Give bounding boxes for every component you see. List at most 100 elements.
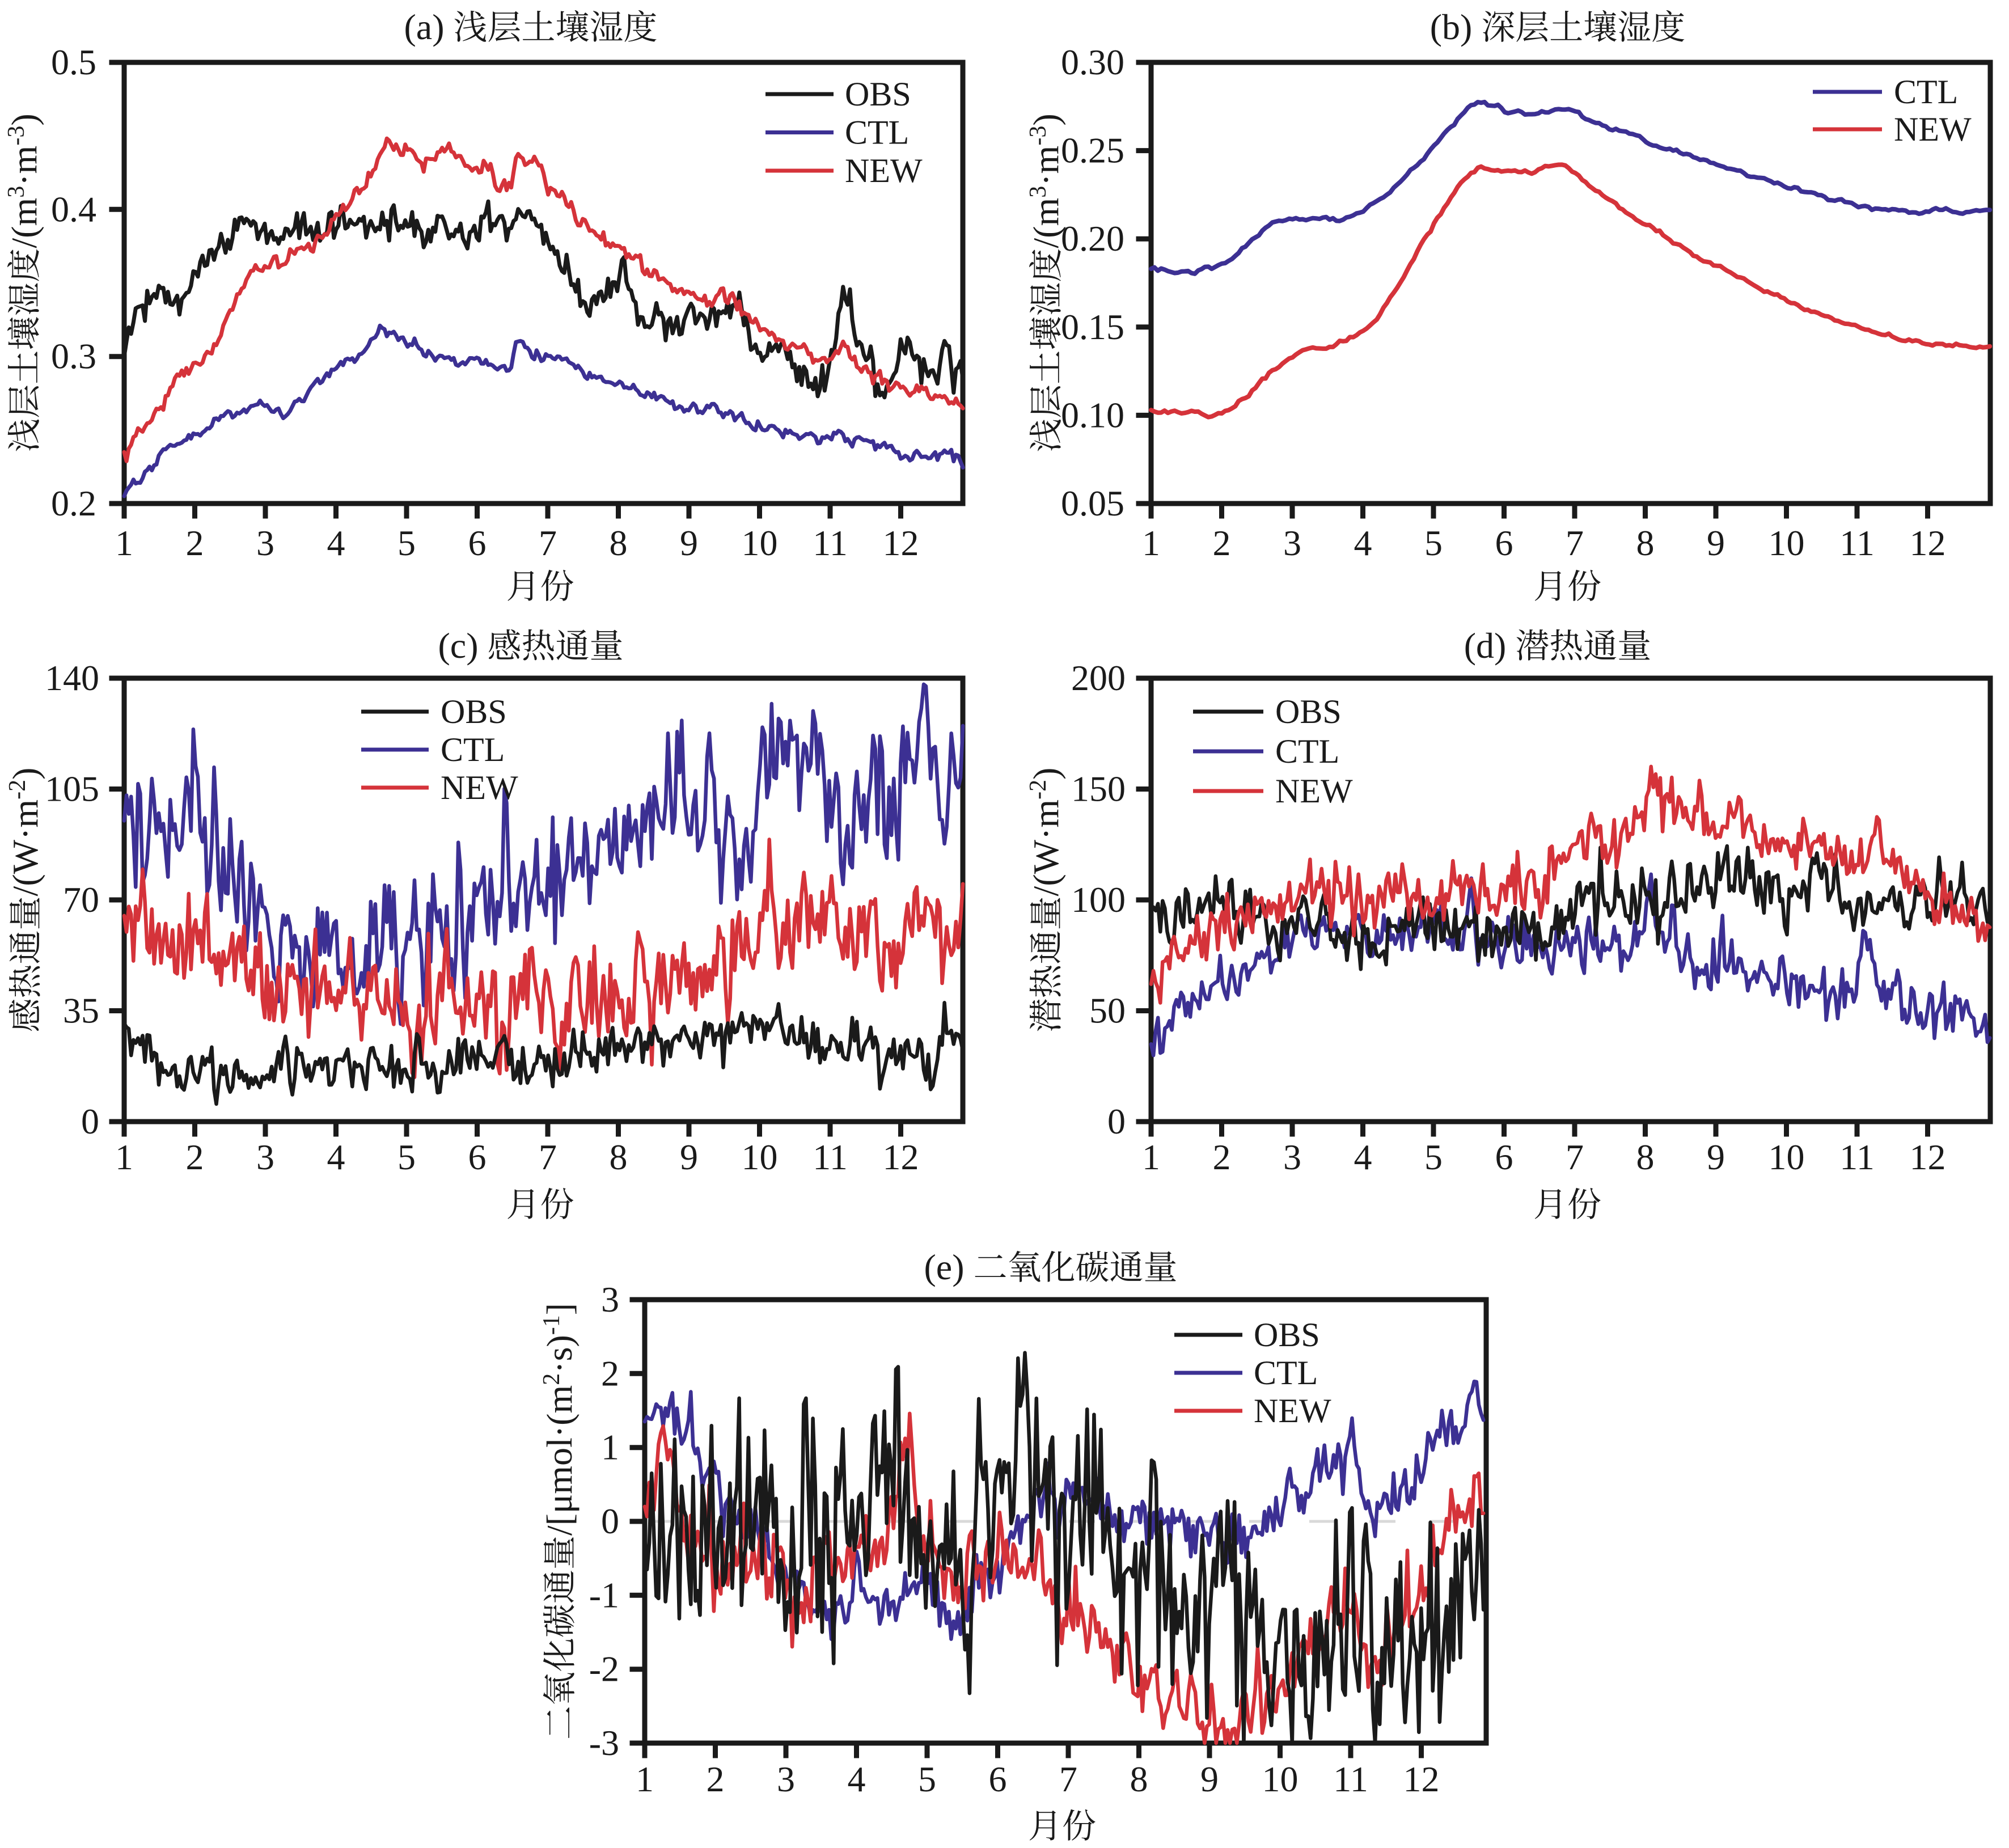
svg-text:8: 8 <box>1636 523 1655 563</box>
svg-text:10: 10 <box>1262 1759 1299 1799</box>
svg-text:2: 2 <box>707 1759 725 1799</box>
svg-text:(d) 潜热通量: (d) 潜热通量 <box>1464 619 1652 668</box>
svg-text:CTL: CTL <box>845 114 909 151</box>
svg-text:NEW: NEW <box>845 152 923 189</box>
svg-text:3: 3 <box>777 1759 795 1799</box>
svg-text:9: 9 <box>680 523 698 563</box>
svg-text:-3: -3 <box>589 1723 619 1763</box>
svg-text:9: 9 <box>1200 1759 1219 1799</box>
svg-text:200: 200 <box>1071 658 1126 698</box>
svg-text:感热通量/(W·m-2): 感热通量/(W·m-2) <box>0 768 48 1033</box>
svg-text:12: 12 <box>1910 523 1946 563</box>
svg-text:-1: -1 <box>589 1575 619 1615</box>
svg-text:6: 6 <box>989 1759 1007 1799</box>
svg-text:12: 12 <box>883 1137 919 1177</box>
svg-text:5: 5 <box>397 1137 416 1177</box>
svg-text:12: 12 <box>1910 1137 1946 1177</box>
svg-text:4: 4 <box>327 523 345 563</box>
svg-text:(a) 浅层土壤湿度: (a) 浅层土壤湿度 <box>404 1 657 49</box>
svg-text:150: 150 <box>1071 769 1126 809</box>
svg-text:1: 1 <box>1142 523 1160 563</box>
svg-text:(e) 二氧化碳通量: (e) 二氧化碳通量 <box>924 1241 1177 1289</box>
svg-text:3: 3 <box>1283 1137 1301 1177</box>
svg-text:9: 9 <box>1707 523 1725 563</box>
svg-text:CTL: CTL <box>441 731 505 768</box>
svg-text:8: 8 <box>1636 1137 1655 1177</box>
svg-text:11: 11 <box>1839 1137 1875 1177</box>
svg-text:0: 0 <box>81 1101 99 1141</box>
svg-text:-2: -2 <box>589 1649 619 1689</box>
svg-text:70: 70 <box>63 879 99 920</box>
svg-text:4: 4 <box>327 1137 345 1177</box>
svg-text:0: 0 <box>1107 1101 1126 1141</box>
svg-text:10: 10 <box>742 1137 778 1177</box>
svg-text:月份: 月份 <box>506 1178 574 1227</box>
svg-text:OBS: OBS <box>1275 693 1342 730</box>
svg-text:105: 105 <box>45 769 99 809</box>
svg-text:月份: 月份 <box>1533 1178 1601 1227</box>
svg-text:8: 8 <box>610 1137 628 1177</box>
svg-text:OBS: OBS <box>1254 1316 1320 1354</box>
svg-text:2: 2 <box>601 1353 619 1393</box>
svg-text:9: 9 <box>1707 1137 1725 1177</box>
svg-text:12: 12 <box>1403 1759 1440 1799</box>
svg-text:1: 1 <box>636 1759 654 1799</box>
svg-text:5: 5 <box>918 1759 936 1799</box>
svg-text:7: 7 <box>539 523 557 563</box>
svg-text:潜热通量/(W·m-2): 潜热通量/(W·m-2) <box>1020 768 1068 1033</box>
svg-text:0: 0 <box>601 1501 619 1541</box>
svg-text:2: 2 <box>1213 1137 1231 1177</box>
svg-text:0.30: 0.30 <box>1061 42 1124 82</box>
svg-text:7: 7 <box>1566 523 1584 563</box>
svg-text:7: 7 <box>539 1137 557 1177</box>
svg-text:50: 50 <box>1089 991 1126 1031</box>
svg-text:7: 7 <box>1566 1137 1584 1177</box>
svg-text:5: 5 <box>397 523 416 563</box>
svg-text:2: 2 <box>186 1137 204 1177</box>
svg-text:6: 6 <box>468 523 487 563</box>
svg-text:CTL: CTL <box>1254 1354 1318 1392</box>
svg-text:1: 1 <box>601 1427 619 1468</box>
svg-text:4: 4 <box>848 1759 866 1799</box>
svg-text:3: 3 <box>256 1137 274 1177</box>
svg-text:0.3: 0.3 <box>51 336 96 377</box>
svg-text:2: 2 <box>1213 523 1231 563</box>
svg-text:月份: 月份 <box>1533 560 1601 608</box>
svg-text:NEW: NEW <box>1254 1392 1331 1430</box>
svg-text:9: 9 <box>680 1137 698 1177</box>
svg-text:11: 11 <box>813 523 848 563</box>
svg-text:7: 7 <box>1059 1759 1077 1799</box>
svg-text:二氧化碳通量/[μmol·(m2·s)-1]: 二氧化碳通量/[μmol·(m2·s)-1] <box>533 1303 582 1740</box>
svg-text:CTL: CTL <box>1275 733 1339 770</box>
svg-text:浅层土壤湿度/(m3·m-3): 浅层土壤湿度/(m3·m-3) <box>0 113 46 452</box>
svg-text:140: 140 <box>45 658 99 698</box>
svg-text:8: 8 <box>1130 1759 1148 1799</box>
svg-text:5: 5 <box>1424 1137 1443 1177</box>
svg-text:(c) 感热通量: (c) 感热通量 <box>438 619 623 668</box>
svg-text:5: 5 <box>1424 523 1443 563</box>
svg-text:11: 11 <box>1839 523 1875 563</box>
svg-text:100: 100 <box>1071 879 1126 920</box>
svg-text:10: 10 <box>742 523 778 563</box>
svg-text:0.05: 0.05 <box>1061 483 1124 523</box>
svg-text:月份: 月份 <box>1028 1799 1096 1845</box>
svg-text:浅层土壤湿度/(m3·m-3): 浅层土壤湿度/(m3·m-3) <box>1020 113 1068 452</box>
svg-text:1: 1 <box>115 523 133 563</box>
svg-text:11: 11 <box>813 1137 848 1177</box>
svg-text:8: 8 <box>610 523 628 563</box>
svg-text:CTL: CTL <box>1894 73 1958 111</box>
svg-text:6: 6 <box>1495 1137 1513 1177</box>
svg-text:OBS: OBS <box>441 693 507 730</box>
svg-text:0.5: 0.5 <box>51 42 96 82</box>
svg-text:OBS: OBS <box>845 75 911 113</box>
svg-text:(b) 深层土壤湿度: (b) 深层土壤湿度 <box>1430 1 1686 49</box>
svg-text:1: 1 <box>1142 1137 1160 1177</box>
svg-text:4: 4 <box>1354 1137 1372 1177</box>
svg-text:3: 3 <box>256 523 274 563</box>
svg-text:6: 6 <box>468 1137 487 1177</box>
svg-text:0.4: 0.4 <box>51 189 96 229</box>
svg-text:11: 11 <box>1333 1759 1368 1799</box>
svg-text:0.2: 0.2 <box>51 483 96 523</box>
svg-text:2: 2 <box>186 523 204 563</box>
svg-text:35: 35 <box>63 991 99 1031</box>
